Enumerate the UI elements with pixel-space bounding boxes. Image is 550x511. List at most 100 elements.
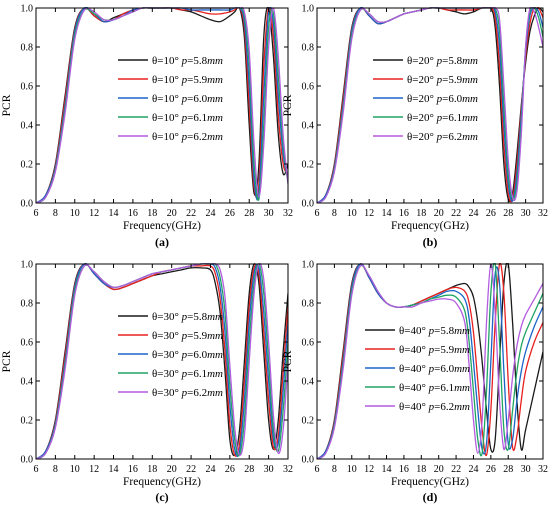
y-tick-label: 0.2 (21, 416, 34, 427)
legend-entry: θ=20° p=6.1mm (407, 112, 478, 124)
y-tick-label: 0.6 (302, 338, 315, 349)
legend-entry: θ=30° p=6.2mm (152, 387, 223, 399)
x-tick-label: 20 (167, 208, 177, 219)
y-tick-label: 1.0 (302, 260, 315, 271)
x-tick-label: 16 (399, 464, 409, 475)
x-tick-label: 32 (538, 208, 548, 219)
x-tick-label: 32 (538, 464, 548, 475)
x-tick-label: 24 (205, 464, 215, 475)
chart-panel-b: 6 8 10 12 14 16 18 20 22 24 26 28 30 32 0.0 0.2 0.4 0.6 0.… (282, 4, 548, 250)
legend-entry: θ=20° p=5.8mm (407, 55, 478, 67)
x-tick-label: 24 (205, 208, 215, 219)
y-tick-label: 0.4 (302, 377, 315, 388)
x-tick-label: 30 (521, 208, 531, 219)
plot-frame (316, 7, 544, 204)
plot-frame (35, 7, 289, 204)
legend-entry: θ=20° p=5.9mm (407, 74, 478, 86)
x-tick-label: 22 (451, 208, 461, 219)
x-tick-label: 18 (147, 208, 157, 219)
legend-entry: θ=10° p=6.0mm (152, 93, 223, 105)
x-tick-label: 20 (434, 208, 444, 219)
legend: θ=10° p=5.8mm θ=10° p=5.9mm θ=10° p=6.0mm θ… (118, 55, 223, 143)
x-tick-label: 28 (503, 208, 513, 219)
y-tick-label: 0.0 (21, 455, 34, 466)
y-tick-label: 1.0 (21, 260, 34, 271)
x-tick-label: 22 (186, 464, 196, 475)
x-tick-label: 30 (521, 464, 531, 475)
chart-panel-c: 6 8 10 12 14 16 18 20 22 24 26 28 30 32 0.0 0.2 0.4 0.6 0.… (1, 260, 293, 505)
x-tick-label: 32 (283, 464, 293, 475)
x-tick-label: 12 (89, 208, 99, 219)
x-tick-label: 10 (70, 208, 80, 219)
legend-entry: θ=40° p=6.0mm (399, 363, 470, 375)
legend-entry: θ=20° p=6.0mm (407, 93, 478, 105)
x-tick-label: 30 (264, 464, 274, 475)
x-tick-label: 20 (434, 464, 444, 475)
chart-panel-a: 6 8 10 12 14 16 18 20 22 24 26 28 30 32 0.0 0.2 0.4 0.6 0.… (1, 4, 293, 250)
x-tick-label: 8 (332, 208, 337, 219)
x-tick-label: 6 (34, 208, 39, 219)
panel-caption: (d) (423, 490, 438, 504)
x-tick-label: 22 (451, 464, 461, 475)
legend-entry: θ=40° p=6.2mm (399, 401, 470, 413)
y-axis-label: PCR (282, 350, 294, 372)
legend-entry: θ=10° p=5.9mm (152, 74, 223, 86)
y-tick-label: 0.0 (21, 199, 34, 210)
legend-entry: θ=30° p=5.8mm (152, 311, 223, 323)
legend-entry: θ=20° p=6.2mm (407, 131, 478, 143)
legend: θ=20° p=5.8mm θ=20° p=5.9mm θ=20° p=6.0mm θ… (373, 55, 478, 143)
legend: θ=30° p=5.8mm θ=30° p=5.9mm θ=30° p=6.0mm θ… (118, 311, 223, 399)
x-tick-label: 6 (34, 464, 39, 475)
series-line-5 (317, 263, 543, 459)
y-axis-label: PCR (1, 350, 13, 372)
x-tick-label: 12 (364, 464, 374, 475)
x-axis-label: Frequency(GHz) (391, 220, 469, 232)
legend-entry: θ=40° p=5.8mm (399, 325, 470, 337)
x-tick-label: 24 (468, 208, 478, 219)
legend-entry: θ=10° p=6.2mm (152, 131, 223, 143)
x-tick-label: 22 (186, 208, 196, 219)
y-tick-label: 0.8 (21, 43, 34, 54)
legend-entry: θ=10° p=5.8mm (152, 55, 223, 67)
x-tick-label: 28 (244, 464, 254, 475)
y-tick-label: 0.2 (302, 416, 315, 427)
x-tick-label: 18 (416, 208, 426, 219)
x-tick-label: 6 (315, 464, 320, 475)
x-tick-label: 10 (70, 464, 80, 475)
x-tick-label: 12 (89, 464, 99, 475)
legend-entry: θ=30° p=5.9mm (152, 330, 223, 342)
x-tick-label: 8 (332, 464, 337, 475)
x-tick-label: 26 (225, 464, 235, 475)
y-tick-label: 0.4 (21, 377, 34, 388)
x-tick-label: 28 (503, 464, 513, 475)
chart-panel-d: 6 8 10 12 14 16 18 20 22 24 26 28 30 32 0.0 0.2 0.4 0.6 0.… (282, 260, 548, 505)
x-tick-label: 14 (382, 208, 392, 219)
x-tick-label: 6 (315, 208, 320, 219)
x-tick-label: 12 (364, 208, 374, 219)
y-tick-label: 0.8 (21, 299, 34, 310)
y-tick-label: 0.6 (21, 338, 34, 349)
legend-entry: θ=40° p=5.9mm (399, 344, 470, 356)
x-tick-label: 14 (382, 464, 392, 475)
plot-frame (316, 263, 544, 460)
x-tick-label: 28 (244, 208, 254, 219)
panel-caption: (a) (155, 235, 169, 249)
y-tick-label: 1.0 (21, 4, 34, 15)
x-tick-label: 10 (347, 208, 357, 219)
y-tick-label: 0.4 (302, 121, 315, 132)
x-axis-label: Frequency(GHz) (123, 476, 201, 488)
plot-frame (35, 263, 289, 460)
panel-caption: (b) (423, 235, 438, 249)
series-group (317, 263, 543, 459)
x-tick-label: 14 (109, 208, 119, 219)
y-axis-label: PCR (282, 94, 294, 116)
x-tick-label: 10 (347, 464, 357, 475)
y-tick-label: 0.2 (21, 160, 34, 171)
x-tick-label: 30 (264, 208, 274, 219)
x-tick-label: 16 (128, 464, 138, 475)
legend-entry: θ=30° p=6.1mm (152, 368, 223, 380)
x-tick-label: 16 (128, 208, 138, 219)
y-tick-label: 0.6 (302, 82, 315, 93)
y-tick-label: 0.8 (302, 299, 315, 310)
